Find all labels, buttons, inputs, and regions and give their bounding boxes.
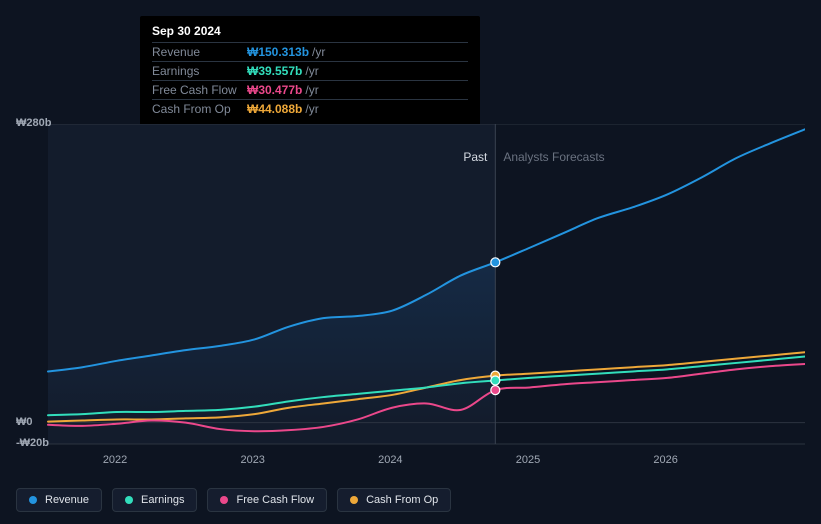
tooltip-row: Revenue₩150.313b/yr (152, 42, 468, 61)
x-axis-label: 2024 (378, 454, 402, 466)
tooltip-row: Cash From Op₩44.088b/yr (152, 99, 468, 118)
legend-label: Cash From Op (366, 494, 438, 506)
legend-dot-icon (350, 496, 358, 504)
tooltip-label: Revenue (152, 45, 247, 59)
tooltip-label: Cash From Op (152, 102, 247, 116)
chart-legend: Revenue Earnings Free Cash Flow Cash From O… (16, 488, 451, 512)
legend-dot-icon (29, 496, 37, 504)
legend-dot-icon (220, 496, 228, 504)
tooltip-label: Earnings (152, 64, 247, 78)
y-axis-label: ₩280b (16, 117, 51, 129)
tooltip-suffix: /yr (305, 102, 318, 116)
tooltip-date: Sep 30 2024 (152, 24, 468, 42)
legend-label: Free Cash Flow (236, 494, 314, 506)
y-axis-label: ₩0 (16, 416, 33, 428)
legend-label: Revenue (45, 494, 89, 506)
tooltip-suffix: /yr (312, 45, 325, 59)
tooltip-suffix: /yr (305, 64, 318, 78)
tooltip-value: ₩150.313b (247, 45, 309, 59)
x-axis-label: 2022 (103, 454, 127, 466)
legend-item[interactable]: Earnings (112, 488, 197, 512)
legend-dot-icon (125, 496, 133, 504)
legend-item[interactable]: Cash From Op (337, 488, 451, 512)
legend-item[interactable]: Free Cash Flow (207, 488, 327, 512)
x-axis-label: 2023 (240, 454, 264, 466)
tooltip-value: ₩39.557b (247, 64, 302, 78)
legend-item[interactable]: Revenue (16, 488, 102, 512)
tooltip-suffix: /yr (305, 83, 318, 97)
x-axis-label: 2025 (516, 454, 540, 466)
financial-chart[interactable] (16, 124, 805, 474)
x-axis-label: 2026 (653, 454, 677, 466)
tooltip-row: Earnings₩39.557b/yr (152, 61, 468, 80)
chart-container: ₩280b₩0-₩20b 20222023202420252026 PastAn… (16, 124, 805, 444)
tooltip-label: Free Cash Flow (152, 83, 247, 97)
region-label-past: Past (463, 150, 487, 164)
tooltip-value: ₩30.477b (247, 83, 302, 97)
tooltip-row: Free Cash Flow₩30.477b/yr (152, 80, 468, 99)
chart-tooltip: Sep 30 2024 Revenue₩150.313b/yrEarnings₩… (140, 16, 480, 126)
tooltip-value: ₩44.088b (247, 102, 302, 116)
legend-label: Earnings (141, 494, 184, 506)
y-axis-label: -₩20b (16, 437, 49, 449)
region-label-forecast: Analysts Forecasts (503, 150, 604, 164)
